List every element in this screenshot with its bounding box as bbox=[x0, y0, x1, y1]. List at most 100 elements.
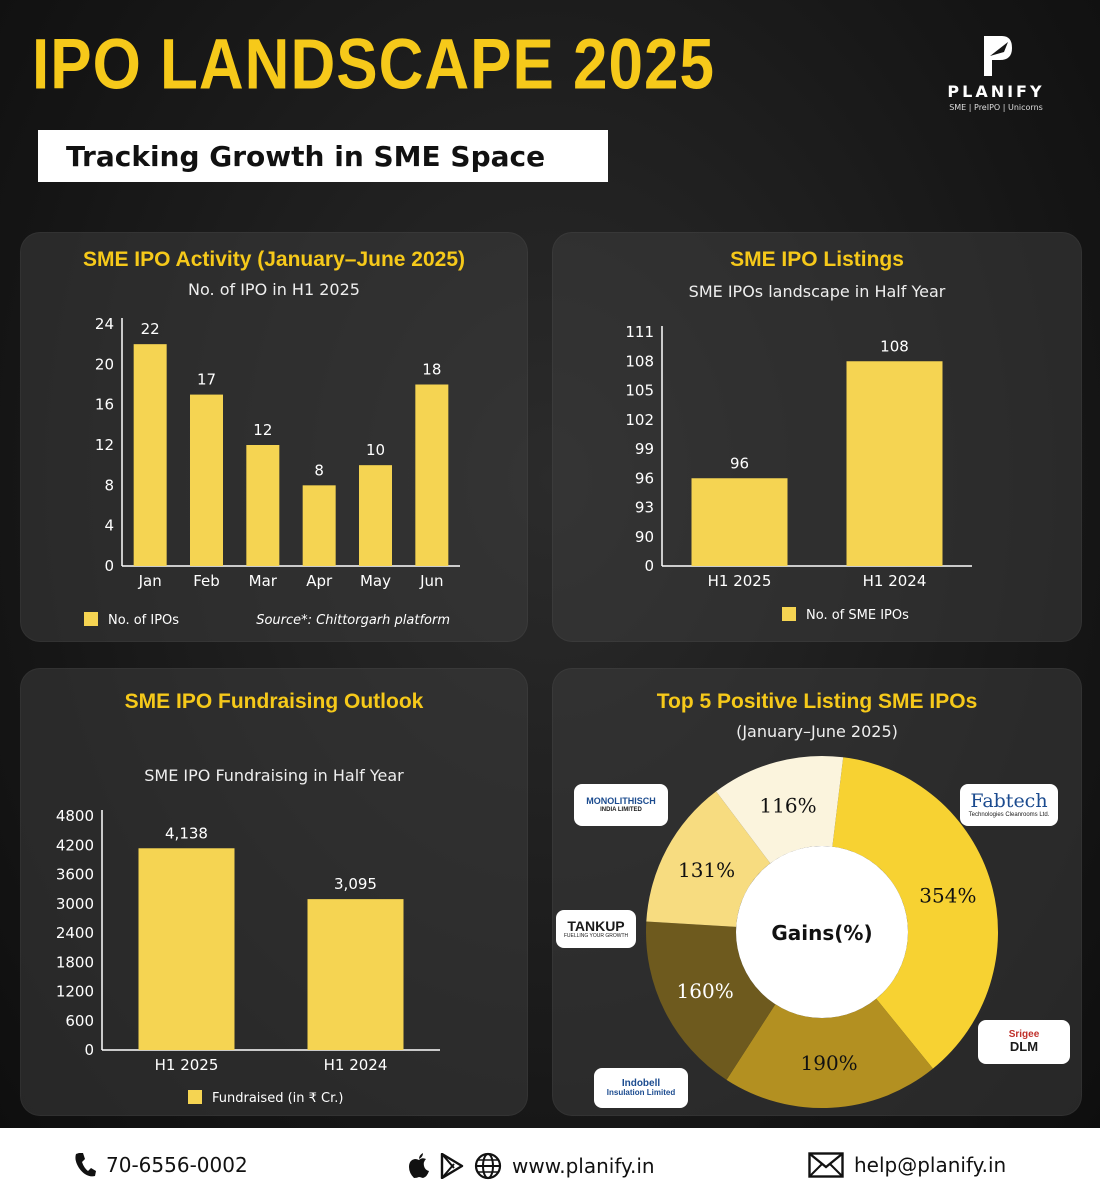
y-tick-label: 16 bbox=[95, 396, 114, 414]
panel-sme-ipo-listings: SME IPO Listings SME IPOs landscape in H… bbox=[552, 232, 1082, 642]
bar-value-label: 3,095 bbox=[334, 875, 377, 893]
logo-monolithisch-name: MONOLITHISCH bbox=[586, 795, 656, 806]
phone-icon bbox=[75, 1153, 96, 1177]
chart2-svg: 0 90 93 96 99 102 105 108 111 96 H1 2025 108 H1 2024… bbox=[625, 323, 972, 623]
legend-swatch bbox=[782, 607, 796, 621]
logo-fabtech: Fabtech Technologies Cleanrooms Ltd. bbox=[960, 784, 1058, 826]
chart3-subtitle: SME IPO Fundraising in Half Year bbox=[144, 766, 404, 785]
brand-logo[interactable]: PLANIFY SME | PreIPO | Unicorns bbox=[926, 34, 1066, 112]
subtitle-text: Tracking Growth in SME Space bbox=[66, 139, 546, 173]
bar-value-label: 96 bbox=[730, 454, 749, 472]
y-tick-label: 93 bbox=[635, 499, 654, 517]
y-tick-label: 3600 bbox=[56, 866, 94, 884]
x-tick-label: H1 2025 bbox=[708, 572, 772, 590]
logo-monolithisch-sub: INDIA LIMITED bbox=[600, 806, 642, 813]
logo-srigee-sub: DLM bbox=[1009, 1039, 1039, 1055]
legend-label: No. of SME IPOs bbox=[806, 608, 909, 623]
logo-srigee-name: Srigee bbox=[1008, 1029, 1040, 1041]
play-store-icon bbox=[440, 1153, 464, 1179]
x-tick-label: May bbox=[360, 572, 391, 590]
donut-center-label: Gains(%) bbox=[771, 921, 872, 945]
y-tick-label: 4 bbox=[104, 517, 114, 535]
slice-value-label: 190% bbox=[801, 1051, 858, 1075]
footer-bar: 70-6556-0002 www.planify.in help@planify… bbox=[0, 1128, 1100, 1200]
bar bbox=[691, 478, 788, 566]
x-tick-label: Jan bbox=[138, 572, 162, 590]
panel-top5-listings: Top 5 Positive Listing SME IPOs (January… bbox=[552, 668, 1082, 1116]
chart1-title: SME IPO Activity (January–June 2025) bbox=[82, 248, 466, 271]
logo-monolithisch: MONOLITHISCH INDIA LIMITED bbox=[574, 784, 668, 826]
x-tick-label: Jun bbox=[419, 572, 443, 590]
bar bbox=[138, 848, 235, 1050]
bar-value-label: 17 bbox=[197, 371, 216, 389]
y-tick-label: 0 bbox=[104, 557, 114, 575]
donut-slice bbox=[646, 791, 771, 927]
y-tick-label: 8 bbox=[104, 476, 114, 494]
bar bbox=[246, 445, 280, 566]
donut-slice bbox=[726, 998, 933, 1108]
footer-email[interactable]: help@planify.in bbox=[808, 1152, 1006, 1178]
logo-fabtech-name: Fabtech bbox=[970, 790, 1048, 813]
brand-name: PLANIFY bbox=[947, 82, 1045, 101]
y-tick-label: 1800 bbox=[56, 953, 94, 971]
footer-website-text: www.planify.in bbox=[512, 1154, 655, 1178]
chart4-subtitle: (January–June 2025) bbox=[736, 722, 898, 741]
y-tick-label: 24 bbox=[95, 315, 114, 333]
chart1-subtitle: No. of IPO in H1 2025 bbox=[188, 280, 360, 299]
y-tick-label: 600 bbox=[65, 1012, 94, 1030]
bar bbox=[190, 394, 223, 566]
logo-fabtech-sub: Technologies Cleanrooms Ltd. bbox=[968, 812, 1050, 819]
chart2-title: SME IPO Listings bbox=[730, 248, 904, 271]
panel-sme-ipo-fundraising: SME IPO Fundraising Outlook SME IPO Fund… bbox=[20, 668, 528, 1116]
y-tick-label: 12 bbox=[95, 436, 114, 454]
x-tick-label: Feb bbox=[193, 572, 220, 590]
subtitle-banner: Tracking Growth in SME Space bbox=[38, 130, 608, 182]
logo-tankup-name: TANKUP bbox=[567, 917, 625, 934]
bar-value-label: 12 bbox=[253, 421, 272, 439]
footer-phone-text: 70-6556-0002 bbox=[106, 1153, 248, 1177]
chart4-svg: 354% 190% 160% 131% 116% Gains(%) bbox=[646, 756, 998, 1108]
bar bbox=[846, 361, 943, 566]
y-tick-label: 20 bbox=[95, 355, 114, 373]
donut-slice bbox=[832, 757, 998, 1069]
chart2-subtitle: SME IPOs landscape in Half Year bbox=[688, 282, 946, 301]
y-tick-label: 2400 bbox=[56, 924, 94, 942]
slice-value-label: 354% bbox=[919, 884, 976, 908]
footer-phone[interactable]: 70-6556-0002 bbox=[74, 1152, 248, 1178]
bar-value-label: 22 bbox=[141, 320, 160, 338]
y-tick-label: 0 bbox=[84, 1041, 94, 1059]
brand-tagline: SME | PreIPO | Unicorns bbox=[949, 103, 1043, 112]
x-tick-label: H1 2025 bbox=[155, 1056, 219, 1074]
footer-email-text: help@planify.in bbox=[854, 1153, 1007, 1177]
bar-value-label: 4,138 bbox=[165, 824, 208, 842]
y-tick-label: 99 bbox=[635, 440, 654, 458]
footer-website[interactable]: www.planify.in bbox=[408, 1152, 655, 1180]
bar bbox=[302, 485, 336, 566]
logo-srigee: Srigee DLM bbox=[978, 1020, 1070, 1064]
y-tick-label: 90 bbox=[635, 528, 654, 546]
donut-slice bbox=[646, 921, 776, 1080]
logo-indobell: Indobell Insulation Limited bbox=[594, 1068, 688, 1108]
donut-slice bbox=[716, 756, 844, 864]
globe-icon bbox=[474, 1152, 502, 1180]
chart1-svg: 0 4 8 12 16 20 24 22 Jan 17 Feb 12 Mar 8 Apr 10 May 18 Jun… bbox=[84, 315, 460, 628]
bar bbox=[307, 899, 404, 1050]
x-tick-label: Mar bbox=[249, 572, 278, 590]
slice-value-label: 160% bbox=[677, 979, 734, 1003]
planify-logo-icon bbox=[984, 36, 1012, 76]
slice-value-label: 131% bbox=[678, 858, 735, 882]
mail-icon bbox=[808, 1152, 844, 1178]
bar-value-label: 10 bbox=[366, 441, 385, 459]
chart3-svg: 0 600 1200 1800 2400 3000 3600 4200 4800 4,138 H1 … bbox=[56, 807, 440, 1106]
y-tick-label: 102 bbox=[625, 411, 654, 429]
panel-sme-ipo-activity: SME IPO Activity (January–June 2025) No.… bbox=[20, 232, 528, 642]
y-tick-label: 4800 bbox=[56, 807, 94, 825]
y-tick-label: 3000 bbox=[56, 895, 94, 913]
bar-value-label: 18 bbox=[422, 361, 441, 379]
chart4-title: Top 5 Positive Listing SME IPOs bbox=[656, 690, 978, 713]
apple-icon bbox=[409, 1153, 429, 1178]
logo-indobell-name: Indobell bbox=[621, 1078, 661, 1090]
x-tick-label: H1 2024 bbox=[863, 572, 927, 590]
slice-value-label: 116% bbox=[759, 793, 816, 817]
bar bbox=[415, 384, 449, 566]
